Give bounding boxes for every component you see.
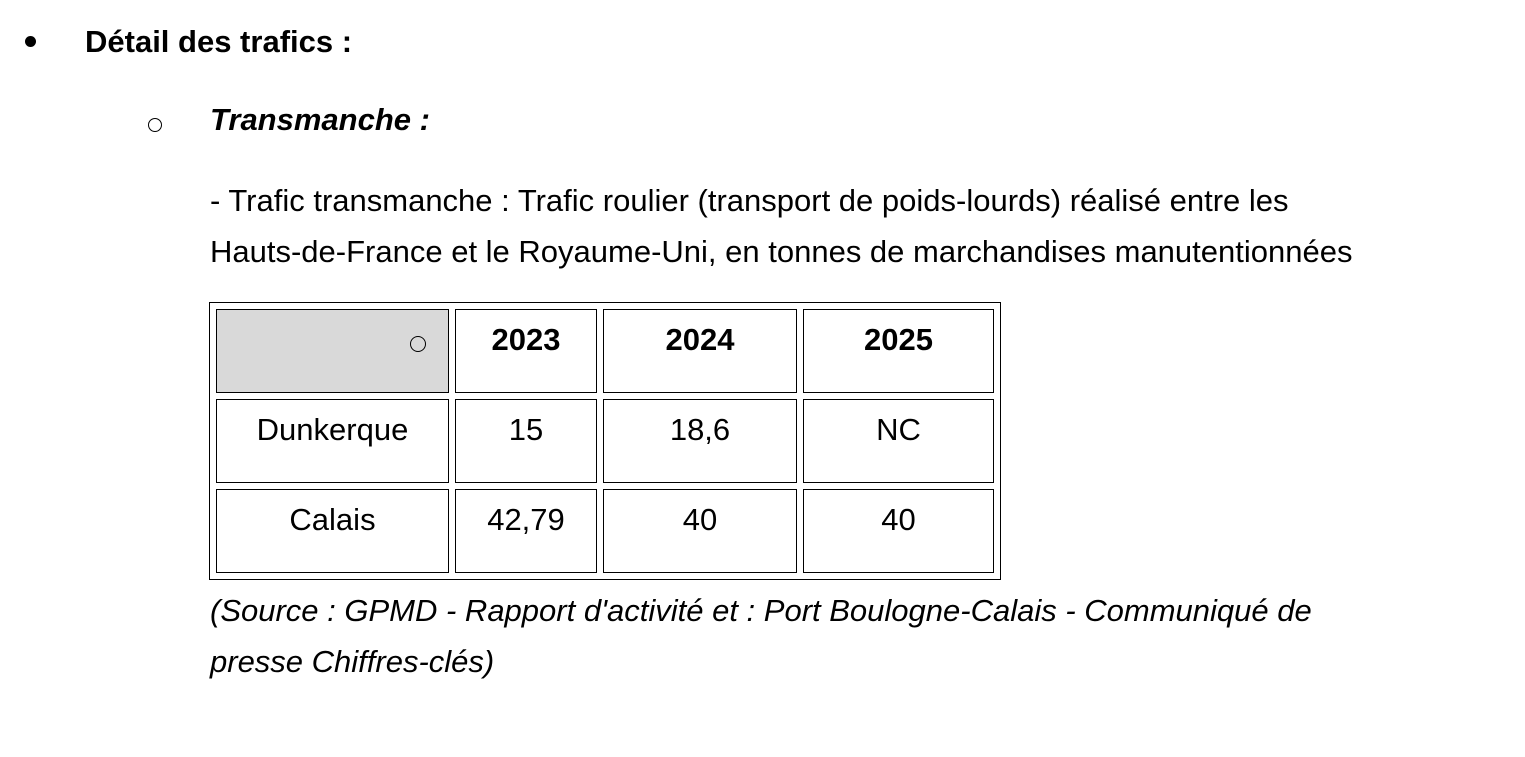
table-row: Dunkerque 15 18,6 NC [216,399,994,483]
traffic-table: 2023 2024 2025 Dunkerque 15 18,6 NC Cala… [209,302,1001,580]
section-heading: Détail des trafics : [85,24,353,59]
circle-bullet-icon [410,336,426,352]
table-cell: NC [803,399,994,483]
source-note: (Source : GPMD - Rapport d'activité et :… [210,585,1510,687]
table-cell: 15 [455,399,597,483]
description-line: Hauts-de-France et le Royaume-Uni, en to… [210,234,1353,269]
description-paragraph: - Trafic transmanche : Trafic roulier (t… [210,175,1510,277]
table-cell: 42,79 [455,489,597,573]
row-label-dunkerque: Dunkerque [216,399,449,483]
table-cell: 40 [603,489,797,573]
description-line: - Trafic transmanche : Trafic roulier (t… [210,183,1289,218]
row-label-calais: Calais [216,489,449,573]
table-cell: 18,6 [603,399,797,483]
circle-bullet-icon [148,118,162,132]
table-corner-cell [216,309,449,393]
column-header-2025: 2025 [803,309,994,393]
source-line: presse Chiffres-clés) [210,644,495,679]
table-header-row: 2023 2024 2025 [216,309,994,393]
column-header-2023: 2023 [455,309,597,393]
source-line: (Source : GPMD - Rapport d'activité et :… [210,593,1312,628]
table-row: Calais 42,79 40 40 [216,489,994,573]
bullet-dot-icon [25,36,36,47]
column-header-2024: 2024 [603,309,797,393]
table-cell: 40 [803,489,994,573]
subsection-heading: Transmanche : [210,102,430,137]
